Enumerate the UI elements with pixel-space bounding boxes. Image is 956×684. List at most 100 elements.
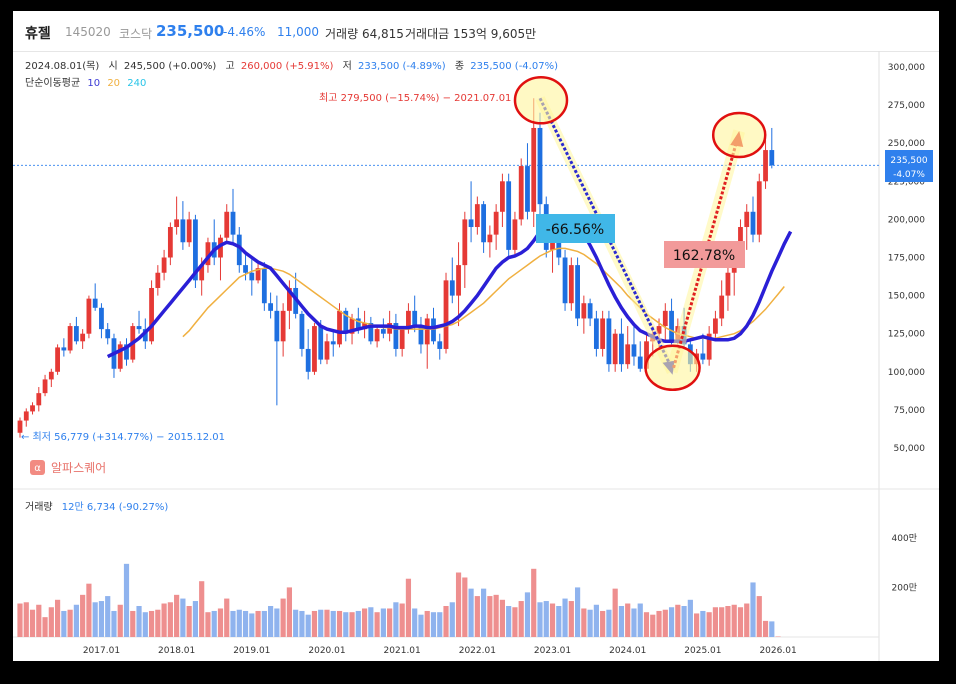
volume-bar (681, 606, 687, 637)
candle-body (255, 268, 261, 281)
candle-body (286, 287, 292, 311)
candle-body (299, 313, 305, 349)
candle-body (61, 347, 67, 351)
volume-bar (424, 610, 430, 637)
candle-body (261, 268, 267, 304)
candles (17, 98, 775, 438)
candle-body (593, 318, 599, 349)
chart-panel: 휴젤 145020 코스닥 235,500 -4.46% 11,000 거래량 … (13, 11, 939, 661)
min-price-label: ← 최저 56,779 (+314.77%) − 2015.12.01 (21, 431, 225, 443)
volume-bar (380, 608, 386, 637)
volume-bar (23, 602, 29, 637)
volume-bar (274, 608, 280, 637)
candle-body (268, 303, 273, 311)
candle-body (506, 181, 512, 250)
info-low-label: 저 (343, 60, 352, 72)
candle-body (625, 344, 631, 365)
candle-body (136, 326, 142, 330)
volume-bar (48, 607, 54, 637)
candle-body (606, 318, 612, 365)
candle-body (80, 333, 86, 342)
candle-body (631, 344, 637, 357)
candle-body (474, 204, 480, 228)
candle-body (174, 219, 180, 228)
candle-body (725, 272, 731, 296)
volume-bar (230, 610, 236, 637)
x-tick-label: 2019.01 (233, 646, 270, 656)
price-tick-label: 175,000 (888, 254, 925, 264)
volume-bar (199, 581, 205, 637)
volume-bar (249, 613, 255, 637)
price-tick-label: 100,000 (888, 368, 925, 378)
volume-bar (606, 609, 612, 637)
volume-bar (587, 609, 593, 637)
volume-legend-value: 12만 6,734 (-90.27%) (62, 501, 169, 513)
candle-body (155, 272, 161, 288)
volume-bar (762, 620, 769, 637)
volume-bar (468, 588, 474, 637)
volume-bar (412, 608, 418, 637)
candle-body (562, 257, 568, 304)
candle-body (662, 310, 668, 327)
volume-bars (17, 563, 781, 638)
volume-bar (117, 604, 123, 637)
candle-body (399, 329, 405, 349)
candle-body (149, 287, 154, 342)
volume-bar (625, 603, 631, 637)
current-price-tag: 235,500 -4.07% (885, 150, 933, 182)
volume-bar (524, 592, 531, 637)
min-circle (644, 344, 701, 392)
volume-bar (499, 599, 506, 637)
volume-bar (687, 599, 693, 637)
info-close: 235,500 (-4.07%) (470, 61, 558, 72)
volume-bar (537, 602, 543, 637)
candle-body (656, 326, 662, 334)
candle-body (374, 329, 380, 342)
candle-body (700, 353, 706, 360)
candle-body (167, 227, 173, 258)
candle-body (92, 298, 98, 308)
volume-bar (42, 617, 48, 637)
candle-body (42, 379, 48, 394)
candle-body (706, 333, 712, 360)
volume-bar (430, 612, 437, 637)
drop-percent-label: -66.56% (546, 222, 604, 238)
volume-bar (493, 594, 499, 637)
volume-bar (750, 582, 756, 637)
price-chart[interactable]: 50,000 75,000 100,000 125,000 150,000 175,000… (13, 11, 939, 661)
volume-bar (192, 601, 199, 637)
candle-body (587, 303, 593, 319)
volume-bar (67, 609, 73, 637)
volume-bar (305, 614, 311, 637)
ma-legend-240: 240 (127, 78, 146, 89)
volume-bar (405, 578, 412, 637)
volume-bar (211, 610, 217, 637)
candle-body (230, 211, 236, 235)
volume-bar (650, 614, 656, 637)
candle-body (124, 344, 129, 360)
volume-summary: 거래량 64,815 (325, 25, 404, 42)
candle-body (637, 356, 643, 369)
price-tick-label: 75,000 (894, 406, 926, 416)
volume-bar (167, 602, 173, 637)
volume-bar (311, 610, 318, 637)
volume-bar (506, 606, 512, 637)
x-tick-label: 2023.01 (534, 646, 571, 656)
candle-body (218, 237, 223, 258)
volume-bar (556, 606, 562, 637)
volume-legend: 거래량 12만 6,734 (-90.27%) (25, 501, 168, 513)
x-tick-label: 2025.01 (684, 646, 721, 656)
candle-body (449, 280, 455, 296)
volume-bar (562, 598, 568, 637)
volume-bar (700, 610, 706, 637)
volume-summary-label: 거래량 (325, 27, 359, 41)
candle-body (105, 329, 111, 339)
current-price-tag-pct: -4.07% (893, 170, 925, 180)
volume-bar (105, 596, 111, 637)
candle-body (750, 211, 756, 235)
volume-bar (86, 583, 92, 637)
candle-body (568, 265, 574, 304)
volume-bar (474, 596, 480, 637)
volume-bar (29, 609, 36, 637)
volume-bar (299, 610, 305, 637)
